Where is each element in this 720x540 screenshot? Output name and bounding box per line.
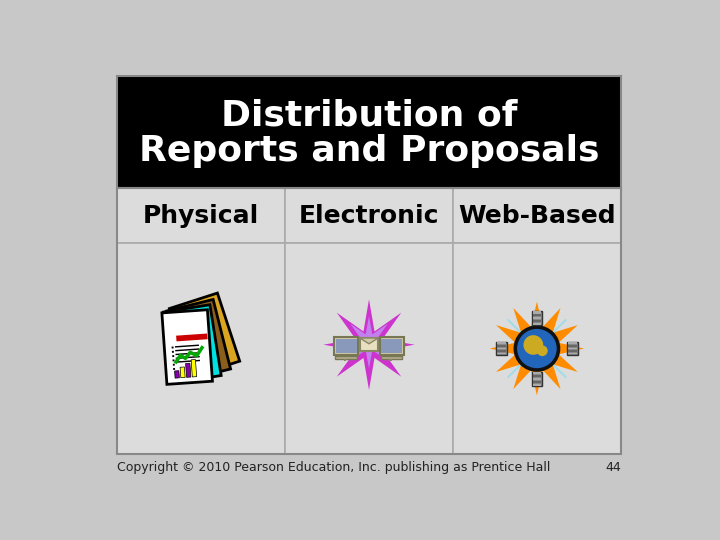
Bar: [381, 356, 402, 360]
Bar: [175, 348, 199, 352]
Bar: [390, 359, 392, 361]
Bar: [186, 363, 191, 377]
Bar: [172, 355, 174, 357]
Bar: [533, 372, 541, 374]
Bar: [498, 350, 505, 352]
Bar: [172, 351, 174, 353]
Bar: [336, 340, 356, 353]
Bar: [567, 342, 577, 355]
Bar: [497, 342, 507, 355]
Bar: [176, 356, 199, 359]
Bar: [163, 305, 221, 383]
Bar: [174, 370, 179, 378]
Bar: [336, 356, 357, 360]
Bar: [568, 345, 577, 347]
FancyBboxPatch shape: [334, 337, 359, 355]
Polygon shape: [360, 338, 378, 344]
Bar: [166, 300, 230, 381]
Bar: [532, 311, 542, 325]
Bar: [173, 359, 174, 361]
Circle shape: [523, 335, 543, 355]
Bar: [360, 338, 378, 351]
Bar: [533, 312, 541, 314]
Bar: [533, 378, 541, 380]
Bar: [285, 188, 453, 244]
Circle shape: [517, 329, 557, 368]
Bar: [176, 352, 199, 355]
Text: 44: 44: [605, 461, 621, 474]
Bar: [171, 347, 174, 348]
Bar: [533, 317, 541, 319]
Circle shape: [537, 346, 548, 356]
Bar: [533, 375, 541, 377]
Bar: [176, 334, 207, 341]
Text: Physical: Physical: [143, 204, 259, 228]
Bar: [344, 359, 346, 361]
Bar: [117, 76, 621, 188]
Bar: [175, 345, 199, 348]
Polygon shape: [343, 316, 395, 369]
Bar: [532, 372, 542, 386]
Polygon shape: [323, 299, 415, 390]
Bar: [568, 353, 577, 354]
Text: Reports and Proposals: Reports and Proposals: [139, 134, 599, 167]
Bar: [117, 188, 621, 454]
Bar: [173, 363, 175, 366]
Bar: [162, 310, 212, 384]
Bar: [533, 314, 541, 316]
Circle shape: [513, 325, 560, 372]
Bar: [533, 323, 541, 325]
FancyBboxPatch shape: [379, 337, 404, 355]
Bar: [533, 320, 541, 322]
Bar: [498, 342, 505, 344]
Bar: [173, 368, 175, 370]
Bar: [180, 367, 185, 378]
Text: Electronic: Electronic: [299, 204, 439, 228]
Bar: [382, 340, 402, 353]
Bar: [568, 350, 577, 352]
Text: Copyright © 2010 Pearson Education, Inc. publishing as Prentice Hall: Copyright © 2010 Pearson Education, Inc.…: [117, 461, 551, 474]
Bar: [498, 348, 505, 349]
Text: Distribution of: Distribution of: [221, 98, 517, 132]
Bar: [453, 244, 621, 454]
Text: Web-Based: Web-Based: [458, 204, 616, 228]
Bar: [533, 383, 541, 386]
Bar: [117, 244, 285, 454]
Polygon shape: [490, 302, 584, 395]
Bar: [176, 360, 200, 363]
Bar: [568, 342, 577, 344]
Bar: [453, 188, 621, 244]
Bar: [533, 381, 541, 383]
Bar: [117, 76, 621, 188]
Bar: [191, 360, 197, 377]
Bar: [498, 353, 505, 354]
Bar: [169, 293, 240, 377]
Bar: [568, 348, 577, 349]
Bar: [498, 345, 505, 347]
Bar: [117, 188, 285, 244]
Bar: [285, 244, 453, 454]
